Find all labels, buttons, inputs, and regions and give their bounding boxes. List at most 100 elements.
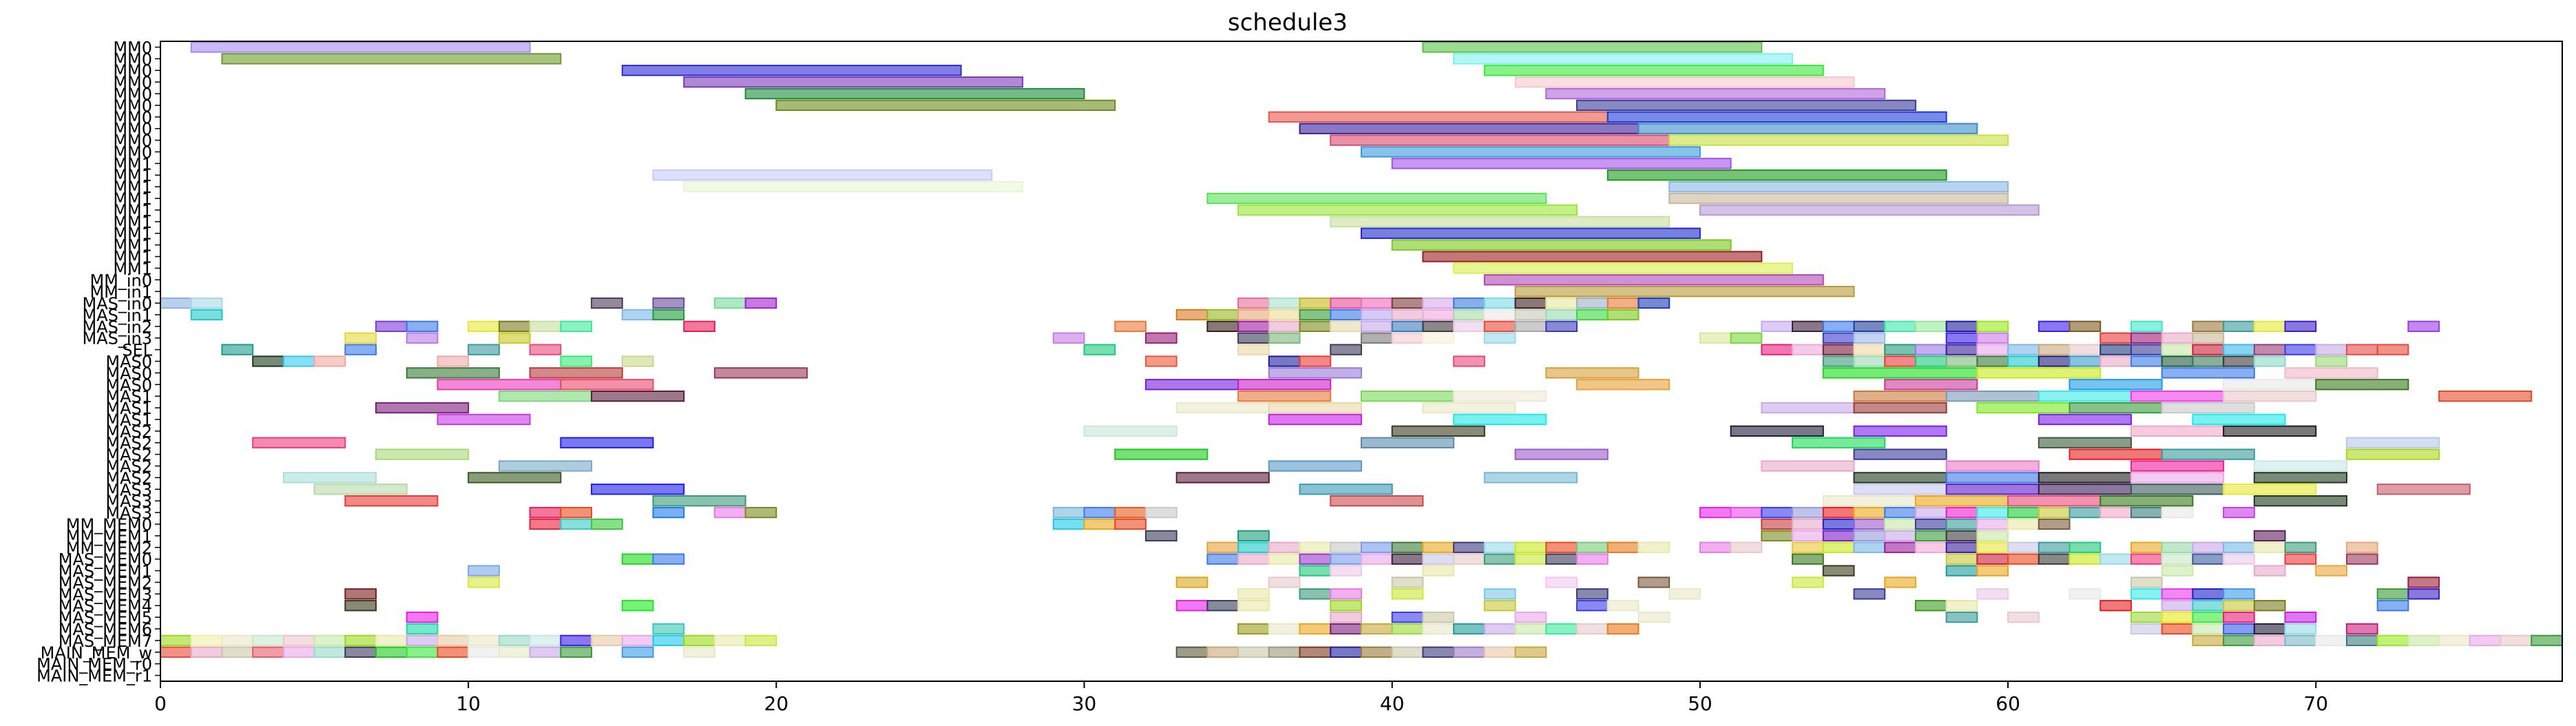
task-bar — [2192, 320, 2225, 333]
task-bar — [2223, 541, 2255, 553]
task-bar — [1945, 553, 1978, 565]
task-bar — [1114, 320, 1146, 333]
task-bar — [1976, 367, 2102, 379]
task-bar — [2407, 588, 2440, 600]
task-bar — [2315, 344, 2347, 355]
task-bar — [2099, 600, 2132, 612]
task-bar — [1668, 180, 2009, 193]
task-bar — [2130, 541, 2163, 553]
task-bar — [1606, 600, 1640, 612]
task-bar — [1976, 541, 2009, 553]
task-bar — [1144, 530, 1177, 542]
task-bar — [437, 646, 470, 658]
task-bar — [1268, 553, 1301, 565]
task-bar — [1945, 530, 1978, 542]
task-bar — [1453, 390, 1547, 402]
y-tick-label: SEL — [122, 341, 152, 360]
y-tick-label: MM0 — [113, 120, 152, 139]
task-bar — [1514, 76, 1855, 88]
task-bar — [1268, 460, 1363, 472]
task-bar — [1884, 379, 1978, 391]
task-bar — [1299, 320, 1332, 333]
task-bar — [2223, 588, 2255, 600]
task-bar — [652, 297, 685, 309]
task-bar — [1083, 518, 1116, 530]
task-bar — [2130, 623, 2163, 635]
task-bar — [1299, 123, 1640, 134]
task-bar — [1361, 146, 1701, 158]
task-bar — [468, 577, 500, 588]
task-bar — [1391, 553, 1424, 565]
task-bar — [498, 646, 531, 658]
task-bar — [252, 437, 346, 448]
task-bar — [313, 484, 408, 495]
task-bar — [2130, 472, 2225, 484]
task-bar — [1175, 472, 1270, 484]
task-bar — [621, 65, 962, 76]
task-bar — [375, 320, 408, 333]
task-bar — [1361, 309, 1393, 321]
task-bar — [1945, 484, 2040, 495]
task-bar — [252, 634, 284, 647]
y-tick-label: MAS_in2 — [82, 318, 152, 337]
task-bar — [2253, 355, 2286, 367]
y-tick-label: MAS_MEM6 — [59, 620, 152, 639]
x-tick-layer: 0 10 20 30 40 50 60 70 — [154, 681, 2328, 715]
task-bar — [2345, 553, 2378, 565]
task-bar — [744, 297, 777, 309]
y-tick-label: MAS1 — [105, 399, 152, 418]
task-bar — [190, 297, 223, 309]
task-bar — [1453, 297, 1485, 309]
task-bar — [282, 634, 315, 647]
task-bar — [2223, 425, 2317, 437]
task-bar — [2038, 484, 2132, 495]
y-tick-label: MAS3 — [105, 492, 152, 511]
task-bar — [2253, 541, 2286, 553]
task-bar — [652, 169, 993, 181]
task-bar — [529, 634, 562, 647]
task-bar — [1945, 565, 1978, 577]
task-bar — [1237, 390, 1332, 402]
task-bar — [2223, 553, 2255, 565]
task-bar — [652, 634, 685, 647]
task-bar — [1514, 541, 1547, 553]
task-bar — [1514, 297, 1547, 309]
task-bar — [2161, 541, 2194, 553]
task-bar — [1945, 320, 1978, 333]
task-bar — [221, 634, 254, 647]
task-bar — [1206, 320, 1239, 333]
task-bar — [1637, 577, 1671, 588]
task-bar — [1422, 320, 1455, 333]
task-bar — [1422, 611, 1455, 623]
task-bar — [1391, 588, 1424, 600]
task-bar — [2223, 390, 2317, 402]
task-bar — [2315, 565, 2347, 577]
task-bar — [1761, 530, 1794, 542]
task-bar — [221, 646, 254, 658]
task-bar — [375, 634, 408, 647]
task-bar — [2284, 553, 2317, 565]
x-tick-label: 60 — [1996, 692, 2020, 715]
task-bar — [468, 646, 500, 658]
task-bar — [1144, 379, 1239, 391]
task-bar — [1206, 309, 1239, 321]
task-bar — [1761, 460, 1855, 472]
y-tick-label: MAS2 — [105, 422, 152, 442]
task-bar — [2099, 344, 2132, 355]
task-bar — [529, 646, 562, 658]
task-bar — [1361, 646, 1393, 658]
task-bar — [2161, 506, 2194, 519]
task-bar — [2223, 634, 2255, 647]
y-tick-label: MAS_in0 — [82, 294, 152, 313]
task-bar — [2069, 506, 2102, 519]
task-bar — [1761, 506, 1794, 519]
task-bar — [2130, 320, 2163, 333]
task-bar — [2315, 355, 2347, 367]
task-bar — [621, 600, 654, 612]
task-bar — [1976, 355, 2009, 367]
task-bar — [437, 379, 562, 391]
task-bar — [1822, 565, 1855, 577]
task-bar — [1792, 530, 1824, 542]
task-bar — [1606, 309, 1640, 321]
task-bar — [1699, 332, 1732, 344]
